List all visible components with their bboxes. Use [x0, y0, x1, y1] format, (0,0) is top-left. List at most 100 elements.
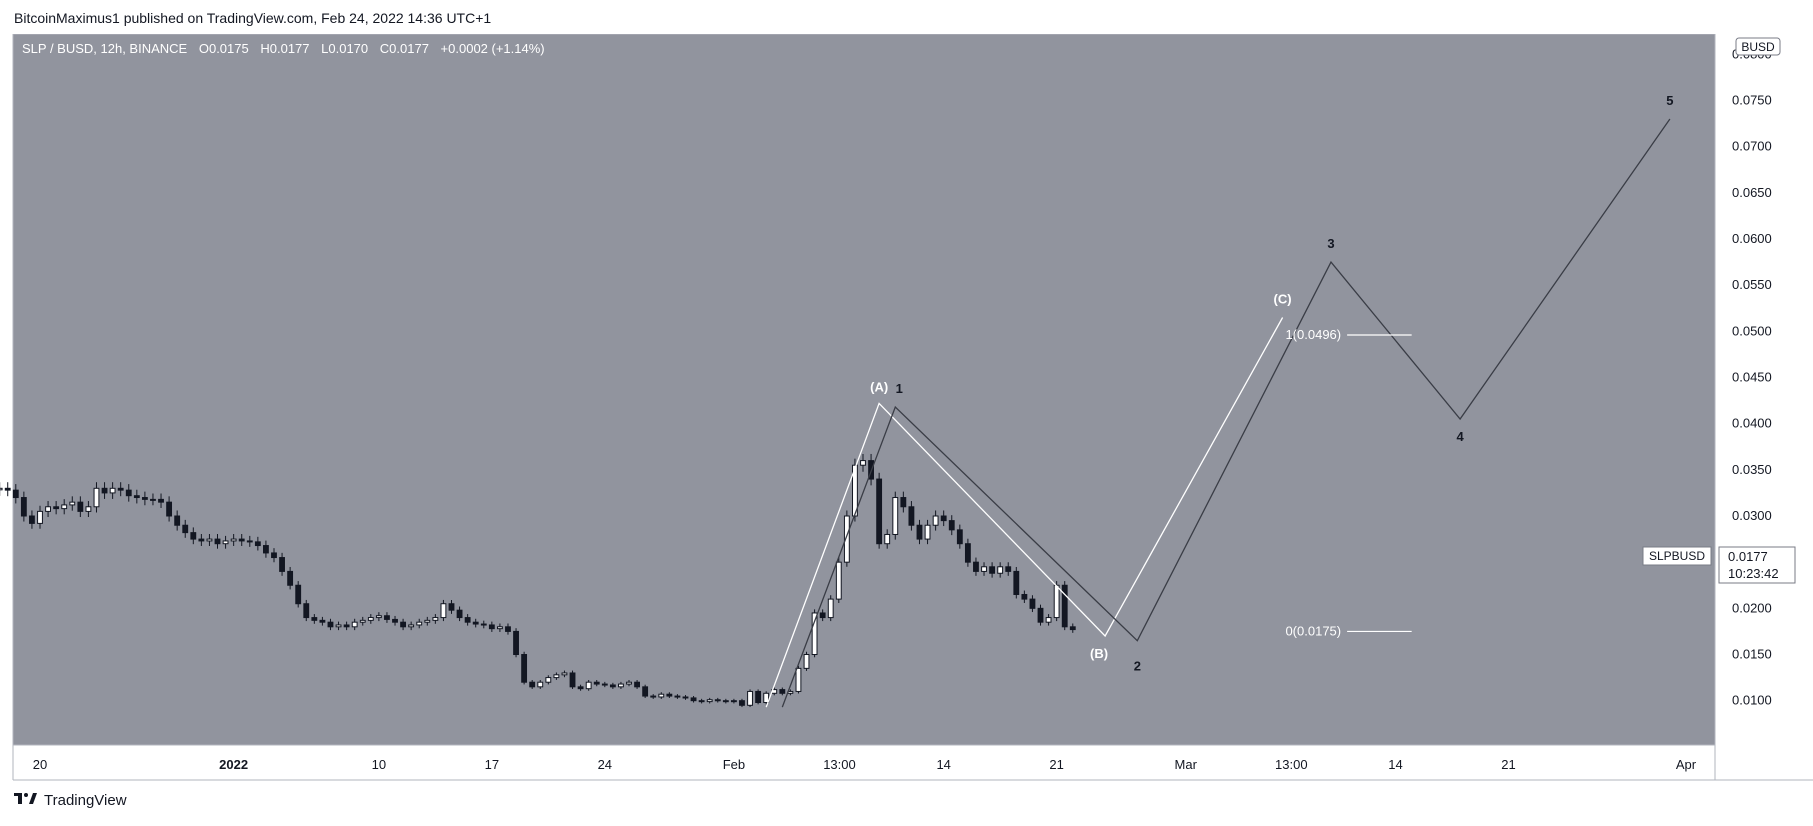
- candle-body: [440, 603, 447, 619]
- candle-body: [190, 532, 197, 540]
- candle-body: [367, 617, 374, 621]
- candle-body: [706, 699, 713, 703]
- legend-low-label: L: [321, 41, 328, 56]
- tradingview-brand[interactable]: TradingView: [44, 792, 127, 809]
- fib-levels: 1(0.0496) 0(0.0175): [1285, 327, 1412, 638]
- candle-body: [109, 487, 116, 494]
- candle-body: [141, 497, 148, 500]
- candle-body: [37, 510, 43, 524]
- time-tick-label: 24: [598, 757, 612, 772]
- price-axis[interactable]: [1715, 34, 1813, 745]
- candle-body: [287, 570, 294, 586]
- candle-body: [545, 677, 552, 683]
- tradingview-logo-icon[interactable]: [14, 792, 38, 809]
- abc-wave-line: [765, 317, 1284, 708]
- time-tick-label: 2022: [219, 757, 248, 772]
- candle-body: [392, 618, 398, 623]
- candle-body: [335, 624, 342, 628]
- candle-body: [827, 598, 834, 619]
- candle-body: [747, 690, 753, 706]
- legend-symbol: SLP / BUSD, 12h, BINANCE: [22, 41, 188, 56]
- time-tick-label: 10: [372, 757, 386, 772]
- candle-body: [77, 501, 84, 512]
- legend-close: 0.0177: [389, 41, 429, 56]
- price-tick-label: 0.0650: [1732, 185, 1772, 200]
- candle-body: [690, 697, 697, 702]
- candle-body: [585, 681, 592, 690]
- footer: TradingView: [14, 792, 127, 809]
- candle-body: [238, 538, 245, 542]
- time-tick-label: 17: [485, 757, 499, 772]
- candle-body: [198, 538, 205, 542]
- candle-body: [763, 692, 770, 704]
- candle-body: [61, 504, 68, 510]
- candle-body: [561, 672, 568, 676]
- price-tick-label: 0.0550: [1732, 277, 1772, 292]
- candle-body: [884, 533, 891, 545]
- candle-body: [480, 623, 487, 626]
- legend-change: +0.0002 (+1.14%): [441, 41, 545, 56]
- candle-body: [940, 515, 947, 522]
- time-axis[interactable]: [13, 745, 1715, 780]
- candle-body: [860, 460, 866, 466]
- wave-label: (A): [870, 379, 888, 394]
- candle-body: [593, 681, 600, 685]
- candle-body: [964, 543, 971, 563]
- candle-body: [739, 700, 745, 706]
- candle-body: [20, 497, 27, 517]
- candle-body: [569, 672, 576, 688]
- candle-body: [174, 515, 181, 526]
- candle-body: [1005, 566, 1012, 572]
- chart-frame[interactable]: (A) (B) (C) 1 2 3 4 5 1(0.0496) 0(0.0175) 0.0100…: [0, 34, 1813, 784]
- price-tick-label: 0.0350: [1732, 462, 1772, 477]
- candle-body: [464, 617, 471, 623]
- candle-body: [973, 561, 979, 572]
- candle-body: [779, 689, 786, 694]
- candle-body: [101, 487, 108, 494]
- price-tick-label: 0.0400: [1732, 416, 1772, 431]
- candle-body: [1053, 584, 1060, 619]
- candle-body: [448, 603, 455, 611]
- candle-body: [400, 621, 407, 628]
- time-tick-label: 14: [936, 757, 950, 772]
- symbol-price-tag[interactable]: SLPBUSD 0.0177 10:23:42: [1642, 546, 1796, 584]
- candle-body: [577, 686, 584, 690]
- candle-body: [488, 624, 495, 630]
- candle-body: [230, 538, 237, 542]
- price-axis-ticks: 0.01000.01500.02000.02500.03000.03500.04…: [1732, 46, 1772, 707]
- legend-high: 0.0177: [270, 41, 310, 56]
- price-chart[interactable]: (A) (B) (C) 1 2 3 4 5 1(0.0496) 0(0.0175) 0.0100…: [0, 34, 1813, 784]
- candle-body: [674, 695, 681, 698]
- candle-body: [521, 654, 528, 683]
- candle-body: [537, 681, 544, 688]
- fib-level-label: 1(0.0496): [1285, 327, 1341, 342]
- ohlc-legend: SLP / BUSD, 12h, BINANCE O0.0175 H0.0177…: [22, 41, 545, 56]
- publication-header: BitcoinMaximus1 published on TradingView…: [14, 10, 492, 26]
- time-tick-label: Apr: [1676, 757, 1697, 772]
- candle-body: [924, 524, 931, 540]
- time-tick-label: Feb: [723, 757, 745, 772]
- wave-label: 5: [1666, 93, 1673, 108]
- candle-body: [658, 693, 665, 698]
- quote-currency-badge[interactable]: BUSD: [1735, 37, 1781, 56]
- plot-area[interactable]: [13, 34, 1715, 745]
- time-tick-label: 21: [1501, 757, 1515, 772]
- candle-body: [682, 696, 689, 699]
- candle-body: [722, 700, 729, 703]
- candle-body: [803, 654, 810, 669]
- candle-body: [642, 686, 649, 697]
- candle-body: [1069, 626, 1076, 631]
- legend-open: 0.0175: [209, 41, 249, 56]
- fib-level-label: 0(0.0175): [1285, 623, 1341, 638]
- candle-body: [222, 540, 229, 545]
- candle-body: [553, 674, 560, 679]
- candlestick-series: [0, 453, 1076, 708]
- candle-body: [263, 545, 269, 554]
- candle-body: [892, 497, 899, 535]
- candle-body: [981, 566, 987, 572]
- candle-body: [626, 681, 632, 685]
- candle-body: [609, 684, 616, 688]
- price-tag-symbol: SLPBUSD: [1649, 549, 1705, 563]
- price-tick-label: 0.0600: [1732, 231, 1772, 246]
- time-tick-label: 13:00: [823, 757, 856, 772]
